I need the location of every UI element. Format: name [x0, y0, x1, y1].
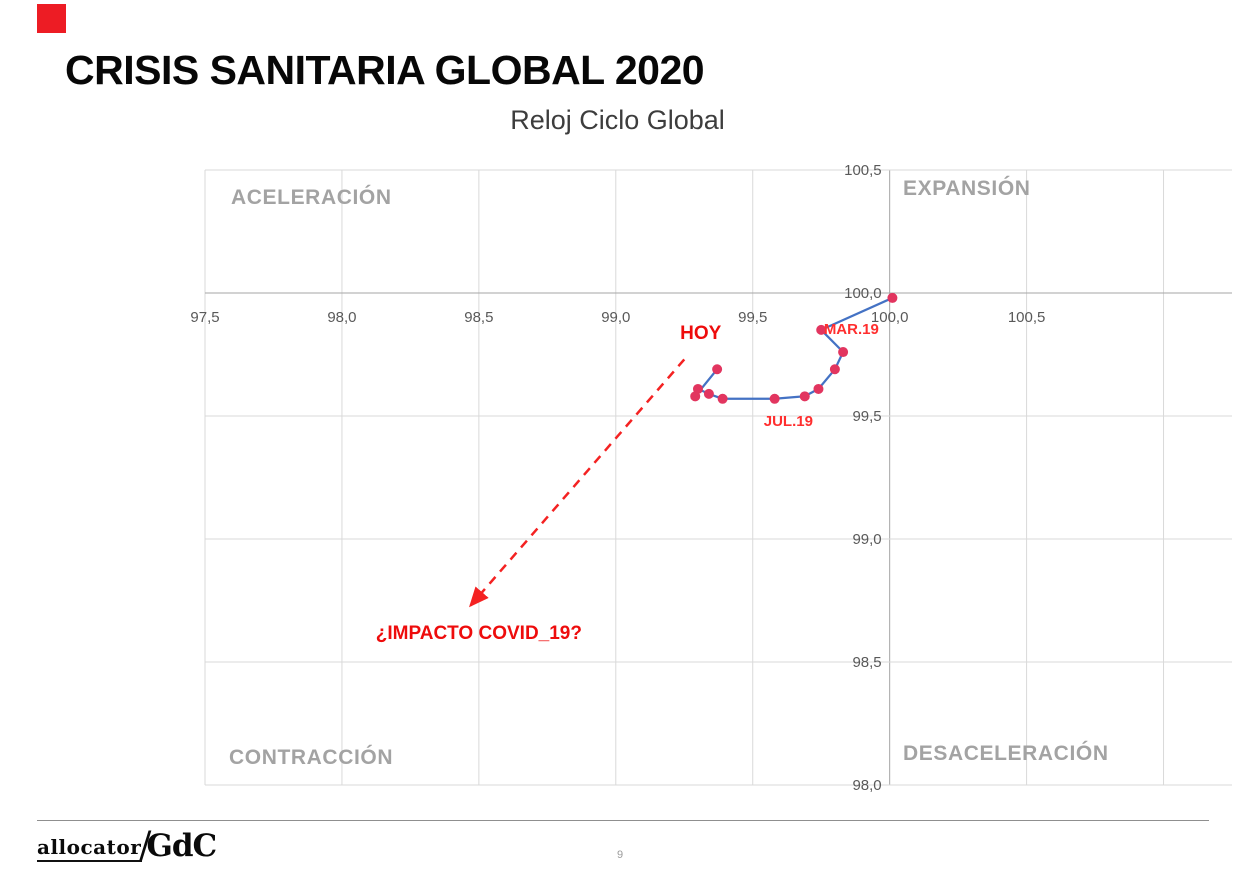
x-tick-label: 98,0	[327, 309, 356, 326]
allocator-gdc-logo: allocator / GdC	[37, 825, 217, 866]
data-point	[813, 383, 824, 394]
quadrant-label-expansion: EXPANSIÓN	[903, 177, 1031, 200]
x-tick-label: 100,5	[1008, 309, 1046, 326]
x-tick-label: 99,0	[601, 309, 630, 326]
annotation-jul19: JUL.19	[764, 413, 813, 430]
page-number: 9	[616, 849, 624, 861]
data-point	[838, 347, 849, 358]
logo-slash: /	[139, 825, 152, 866]
quadrant-label-contraccion: CONTRACCIÓN	[229, 746, 394, 769]
y-tick-label: 98,0	[852, 777, 881, 794]
data-point	[703, 388, 714, 399]
annotation-covid: ¿IMPACTO COVID_19?	[376, 623, 582, 644]
data-point	[690, 391, 701, 402]
x-tick-label: 100,0	[871, 309, 909, 326]
y-tick-label: 99,0	[852, 531, 881, 548]
data-point	[769, 393, 780, 404]
accent-square	[37, 4, 66, 33]
annotation-mar19: MAR.19	[824, 321, 879, 338]
y-tick-label: 100,5	[844, 162, 882, 179]
logo-gdc-text: GdC	[146, 828, 217, 865]
data-point	[712, 364, 723, 375]
covid-impact-arrow	[469, 358, 686, 608]
logo-allocator-text: allocator	[37, 835, 143, 862]
chart-title: Reloj Ciclo Global	[510, 105, 725, 135]
y-tick-label: 100,0	[844, 285, 882, 302]
slide-title: CRISIS SANITARIA GLOBAL 2020	[65, 47, 705, 94]
quadrant-label-aceleracion: ACELERACIÓN	[231, 186, 392, 209]
data-point	[829, 364, 840, 375]
x-tick-label: 99,5	[738, 309, 767, 326]
x-tick-label: 98,5	[464, 309, 493, 326]
y-tick-label: 98,5	[852, 654, 881, 671]
data-point	[816, 324, 827, 335]
quadrant-label-desaceleracion: DESACELERACIÓN	[903, 742, 1109, 765]
series-line	[694, 296, 893, 400]
x-tick-label: 97,5	[190, 309, 219, 326]
footer-divider	[37, 820, 1209, 821]
annotation-hoy: HOY	[680, 323, 722, 344]
data-point	[799, 391, 810, 402]
y-tick-label: 99,5	[852, 408, 881, 425]
data-point	[717, 393, 728, 404]
data-point	[887, 292, 898, 303]
